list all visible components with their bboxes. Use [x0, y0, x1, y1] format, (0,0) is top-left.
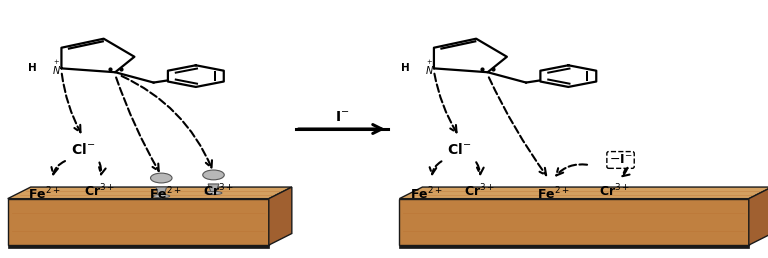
Text: Cl$^{-}$: Cl$^{-}$: [447, 142, 472, 157]
Polygon shape: [399, 245, 749, 248]
Polygon shape: [749, 187, 768, 245]
Polygon shape: [8, 187, 292, 199]
Text: Cr$^{3+}$: Cr$^{3+}$: [465, 182, 495, 199]
Ellipse shape: [151, 173, 172, 183]
Polygon shape: [399, 199, 749, 245]
Text: Fe$^{2+}$: Fe$^{2+}$: [410, 186, 442, 202]
Text: $-$I$^{-}$: $-$I$^{-}$: [609, 154, 632, 166]
Polygon shape: [269, 187, 292, 245]
Text: H: H: [28, 63, 37, 72]
Text: Cr$^{3+}$: Cr$^{3+}$: [84, 182, 115, 199]
Text: $\overset{+}{N}$: $\overset{+}{N}$: [425, 58, 434, 77]
Text: $\overset{+}{N}$: $\overset{+}{N}$: [52, 58, 61, 77]
Text: Cr$^{3+}$: Cr$^{3+}$: [204, 182, 234, 199]
Ellipse shape: [203, 170, 224, 180]
Text: Fe$^{2+}$: Fe$^{2+}$: [537, 186, 569, 202]
Ellipse shape: [205, 191, 222, 195]
Text: H: H: [401, 63, 409, 72]
Text: Fe$^{2+}$: Fe$^{2+}$: [149, 186, 181, 202]
Text: Cr$^{3+}$: Cr$^{3+}$: [599, 182, 630, 199]
Text: I$^{-}$: I$^{-}$: [335, 110, 349, 124]
Polygon shape: [399, 187, 768, 199]
Polygon shape: [208, 184, 219, 193]
Ellipse shape: [153, 195, 170, 198]
Polygon shape: [8, 199, 269, 245]
Text: Fe$^{2+}$: Fe$^{2+}$: [28, 186, 61, 202]
Polygon shape: [8, 245, 269, 248]
Polygon shape: [156, 187, 167, 196]
Text: Cl$^{-}$: Cl$^{-}$: [71, 142, 95, 157]
